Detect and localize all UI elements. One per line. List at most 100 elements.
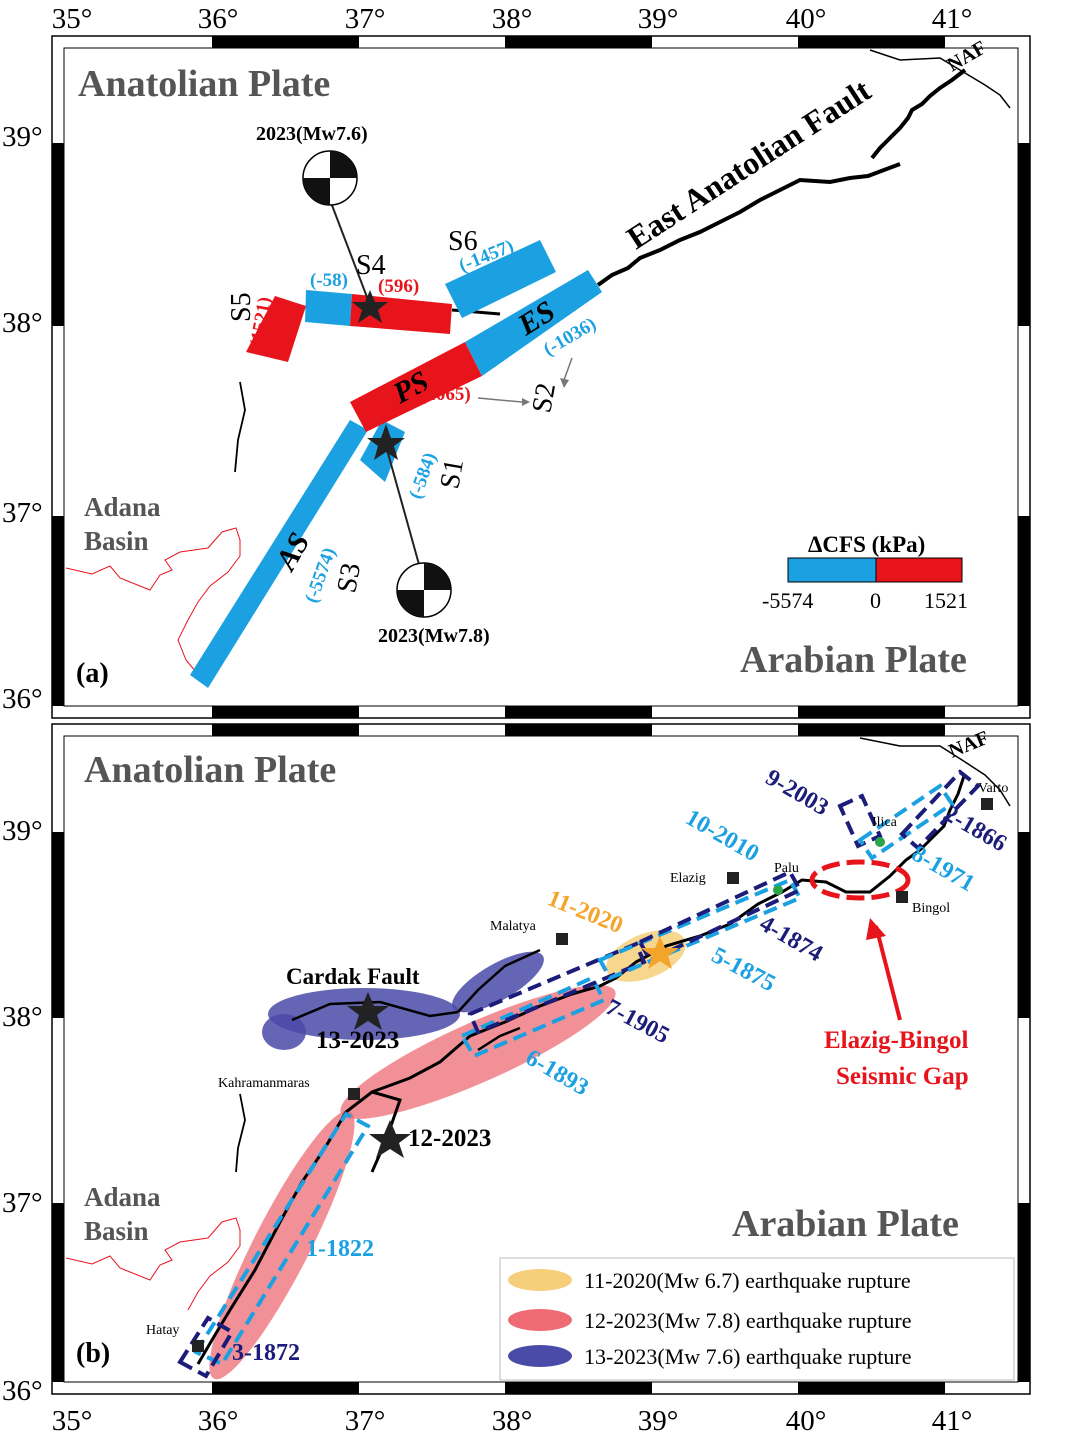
arabian-plate-label-a: Arabian Plate — [740, 639, 967, 681]
segment-S6 — [445, 240, 556, 318]
rupture-2023-76b — [262, 1014, 306, 1050]
segment-ES — [465, 270, 602, 376]
city-square-icon — [727, 872, 739, 884]
rupture-2023-76c — [452, 951, 544, 1013]
epicenter-star-icon — [347, 992, 389, 1030]
minor-fault-b — [235, 1093, 246, 1173]
rupture-box-5-1875 — [597, 877, 803, 981]
segment-S5 — [246, 296, 306, 362]
city-square-icon — [981, 798, 993, 810]
colorbar-mid: 0 — [870, 588, 881, 613]
eq-12-label: 12-2023 — [408, 1125, 491, 1152]
lon-tick-top: 35° — [52, 3, 93, 35]
rupture-2023-78b — [209, 1110, 355, 1380]
city-dot-icon — [773, 885, 783, 895]
anatolian-plate-label-b: Anatolian Plate — [84, 749, 336, 791]
rupture-box-9-2003 — [837, 793, 883, 849]
seg-s1-name: S1 — [434, 457, 470, 492]
eq-13-label: 13-2023 — [316, 1027, 399, 1054]
legend-label: 13-2023(Mw 7.6) earthquake rupture — [584, 1344, 911, 1369]
seg-s2-name: S2 — [526, 381, 562, 416]
adana-basin-label-a1: Adana — [84, 492, 161, 522]
epicenter-star-icon — [641, 936, 679, 969]
mech-label-top: 2023(Mw7.6) — [256, 123, 368, 145]
beachball-icon — [302, 150, 358, 206]
lat-tick-b: 38° — [2, 1001, 43, 1033]
rupture-box-8-1971 — [857, 783, 955, 861]
adana-basin-label-b2: Basin — [84, 1216, 149, 1246]
panel-b-tag: (b) — [76, 1338, 110, 1369]
city-label: Kahramanmaras — [218, 1076, 310, 1091]
city-label: Elazig — [670, 871, 706, 886]
epicenter-star-icon — [352, 290, 388, 323]
axis-labels: 35° 36° 37° 38° 39° 40° 41° 35° 36° 37° … — [2, 3, 972, 1437]
gap-label-2: Seismic Gap — [836, 1063, 969, 1090]
lon-tick-top: 40° — [786, 3, 827, 35]
city-dot-icon — [875, 837, 885, 847]
segment-S4-blue — [305, 290, 352, 326]
beachball-icon — [396, 562, 452, 618]
rupture-2023-78 — [340, 985, 616, 1119]
city-label: Varto — [978, 781, 1008, 796]
lon-tick-bottom: 39° — [638, 1405, 679, 1437]
lat-tick-b: 36° — [2, 1375, 43, 1407]
rupture-label: 3-1872 — [232, 1340, 300, 1366]
naf-line-a — [869, 49, 1011, 109]
lon-tick-top: 36° — [198, 3, 239, 35]
city-label: Palu — [774, 861, 799, 876]
adana-basin-label-a2: Basin — [84, 526, 149, 556]
seg-s6-name: S6 — [448, 226, 478, 257]
mech-label-bottom: 2023(Mw7.8) — [378, 625, 490, 647]
seg-s5-name: S5 — [226, 292, 257, 322]
lon-tick-top: 39° — [638, 3, 679, 35]
panel-b-content: Anatolian Plate Arabian Plate (b) NAF Ad… — [65, 727, 1015, 1381]
lon-tick-bottom: 40° — [786, 1405, 827, 1437]
colorbar-max: 1521 — [924, 588, 968, 613]
anatolian-plate-label-a: Anatolian Plate — [78, 63, 330, 105]
legend-label: 12-2023(Mw 7.8) earthquake rupture — [584, 1308, 911, 1333]
east-anatolian-fault-line-n — [870, 68, 967, 160]
arabian-plate-label-b: Arabian Plate — [732, 1203, 959, 1245]
naf-line-b — [859, 737, 1011, 807]
east-anatolian-fault-line — [596, 162, 901, 287]
lat-tick-a: 38° — [2, 307, 43, 339]
legend-swatch-2020 — [508, 1269, 572, 1291]
lon-tick-top: 37° — [345, 3, 386, 35]
colorbar-min: -5574 — [762, 588, 813, 613]
city-square-icon — [348, 1088, 360, 1100]
lon-tick-top: 41° — [932, 3, 973, 35]
city-square-icon — [556, 933, 568, 945]
lon-tick-bottom: 38° — [492, 1405, 533, 1437]
arrow-head-icon — [866, 918, 886, 940]
coastline-a — [65, 527, 241, 673]
legend-swatch-2023-78 — [508, 1309, 572, 1331]
rupture-box-7-1905 — [467, 941, 647, 1035]
seismic-gap-ellipse — [809, 859, 911, 901]
city-label: Ilica — [872, 815, 898, 830]
seg-s4-name: S4 — [356, 250, 386, 281]
lon-tick-bottom: 41° — [932, 1405, 973, 1437]
segment-AS — [190, 420, 368, 688]
legend-swatch-2023-76 — [508, 1345, 572, 1367]
epicenter-star-icon — [367, 424, 405, 460]
city-label: Malatya — [490, 919, 537, 934]
cardak-fault-label: Cardak Fault — [286, 964, 420, 989]
rupture-box-2-1866 — [899, 769, 981, 851]
fault-trace-b — [196, 775, 966, 1365]
rupture-box-4-1874 — [637, 869, 803, 963]
lat-tick-a: 39° — [2, 121, 43, 153]
epicenter-star-icon — [369, 1120, 411, 1158]
rupture-label: 1-1822 — [306, 1236, 374, 1262]
colorbar-negative — [787, 557, 877, 583]
lon-tick-bottom: 35° — [52, 1405, 93, 1437]
lon-tick-top: 38° — [492, 3, 533, 35]
lon-tick-bottom: 36° — [198, 1405, 239, 1437]
panel-a-frame — [51, 35, 1031, 719]
rupture-box-3-1872 — [177, 1315, 235, 1379]
gap-label-1: Elazig-Bingol — [824, 1027, 969, 1054]
seg-s3-name: S3 — [331, 561, 367, 596]
seg-s4b-value: (-58) — [310, 270, 348, 291]
colorbar-title: ΔCFS (kPa) — [808, 532, 925, 557]
segment-PS — [350, 342, 482, 432]
